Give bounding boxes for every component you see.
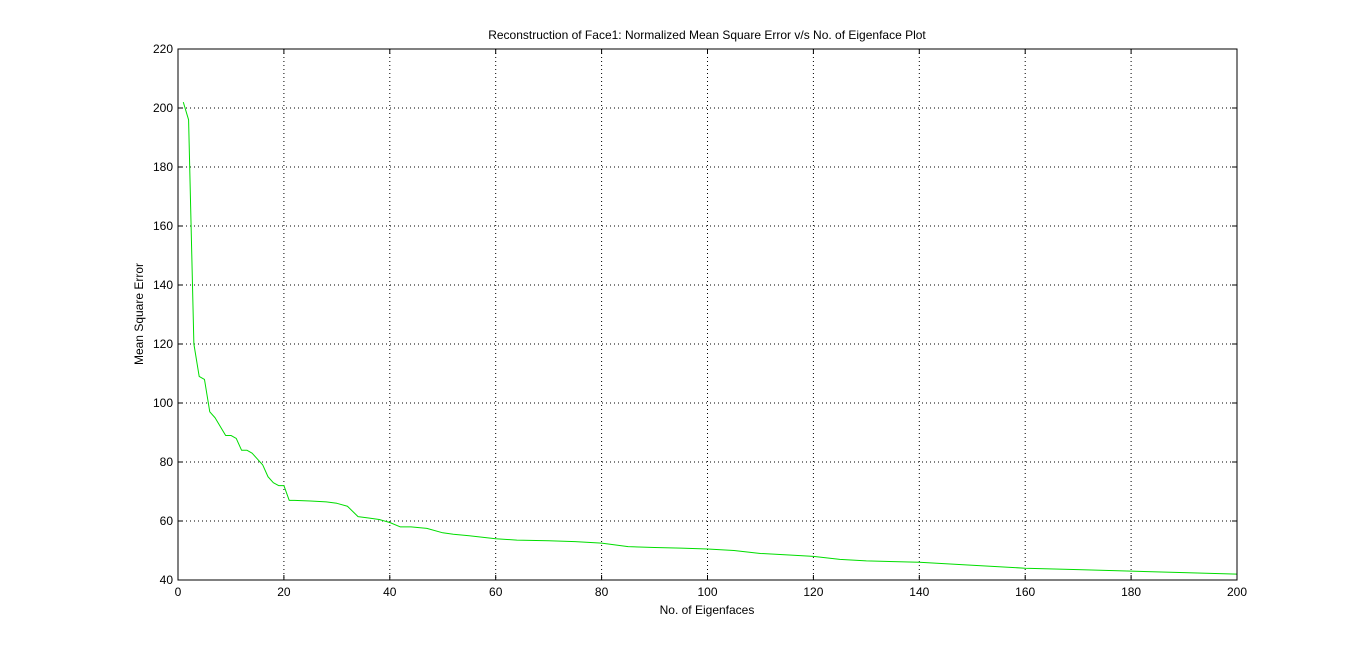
y-tick-label: 40: [160, 573, 174, 587]
y-tick-label: 100: [153, 396, 173, 410]
series-layer: [182, 101, 1238, 575]
y-tick-label: 180: [153, 160, 173, 174]
x-tick-label: 100: [697, 585, 717, 599]
x-tick-label: 160: [1015, 585, 1035, 599]
x-tick-label: 140: [909, 585, 929, 599]
x-tick-label: 20: [277, 585, 291, 599]
x-tick-label: 80: [595, 585, 609, 599]
series-line: [182, 101, 1238, 575]
x-tick-label: 180: [1121, 585, 1141, 599]
y-tick-label: 80: [160, 455, 174, 469]
y-tick-label: 220: [153, 42, 173, 56]
x-tick-label: 0: [175, 585, 182, 599]
y-tick-label: 120: [153, 337, 173, 351]
x-tick-label: 120: [803, 585, 823, 599]
x-tick-label: 60: [489, 585, 503, 599]
chart-title: Reconstruction of Face1: Normalized Mean…: [488, 28, 926, 42]
x-tick-label: 200: [1227, 585, 1247, 599]
y-axis-label: Mean Square Error: [132, 263, 146, 365]
y-tick-label: 160: [153, 219, 173, 233]
y-tick-label: 140: [153, 278, 173, 292]
y-tick-label: 200: [153, 101, 173, 115]
ticks: 0 20 40 60 80 100 120 140 160 180 200 40 60 80 100 120 1…: [153, 42, 1247, 599]
x-tick-label: 40: [383, 585, 397, 599]
grid: [178, 49, 1237, 580]
plot-area: [178, 49, 1237, 580]
y-tick-label: 60: [160, 514, 174, 528]
x-axis-label: No. of Eigenfaces: [660, 603, 755, 617]
